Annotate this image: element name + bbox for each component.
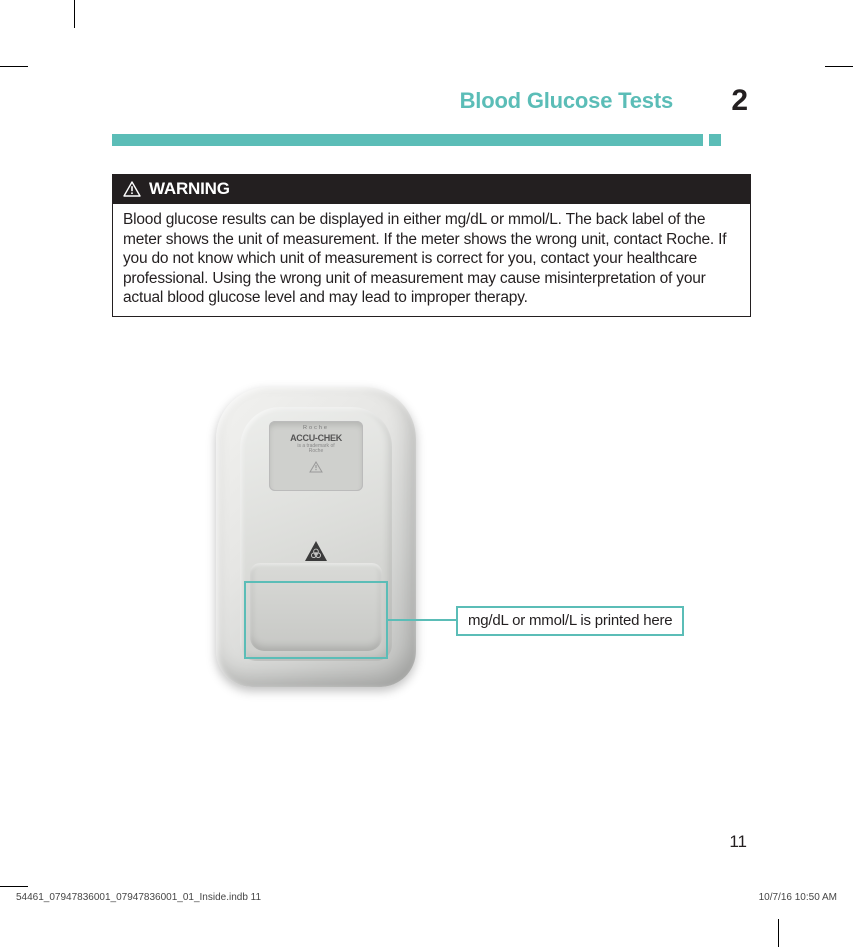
footer-right: 10/7/16 10:50 AM — [759, 892, 837, 903]
crop-mark — [0, 66, 28, 67]
print-slug: 54461_07947836001_07947836001_01_Inside.… — [16, 892, 837, 903]
biohazard-icon — [303, 539, 329, 565]
warning-triangle-icon — [123, 181, 141, 197]
crop-mark — [825, 66, 853, 67]
caution-triangle-icon — [309, 461, 323, 473]
callout-leader-line — [388, 619, 456, 621]
warning-label: WARNING — [149, 179, 230, 199]
page-number: 11 — [729, 832, 747, 852]
crop-mark — [778, 919, 779, 947]
callout-label: mg/dL or mmol/L is printed here — [456, 606, 684, 636]
warning-body: Blood glucose results can be displayed i… — [113, 204, 750, 316]
footer-left: 54461_07947836001_07947836001_01_Inside.… — [16, 892, 261, 903]
callout-highlight-rect — [244, 581, 388, 659]
crop-mark — [0, 886, 28, 887]
plate-brand-tiny: Roche — [303, 425, 329, 431]
chapter-rule — [112, 134, 751, 146]
crop-mark — [74, 0, 75, 28]
plate-brand: ACCU-CHEK — [290, 433, 342, 443]
chapter-header: Blood Glucose Tests 2 — [112, 88, 751, 132]
device-figure: Roche ACCU-CHEK is a trademark of Roche — [112, 387, 751, 727]
meter-back-label: Roche ACCU-CHEK is a trademark of Roche — [269, 421, 363, 491]
chapter-title: Blood Glucose Tests — [112, 88, 751, 114]
warning-header: WARNING — [113, 175, 750, 204]
page-content: Blood Glucose Tests 2 WARNING Blood gluc… — [112, 88, 751, 852]
plate-subtext: is a trademark of Roche — [297, 444, 334, 455]
chapter-number: 2 — [731, 84, 747, 118]
warning-box: WARNING Blood glucose results can be dis… — [112, 174, 751, 317]
